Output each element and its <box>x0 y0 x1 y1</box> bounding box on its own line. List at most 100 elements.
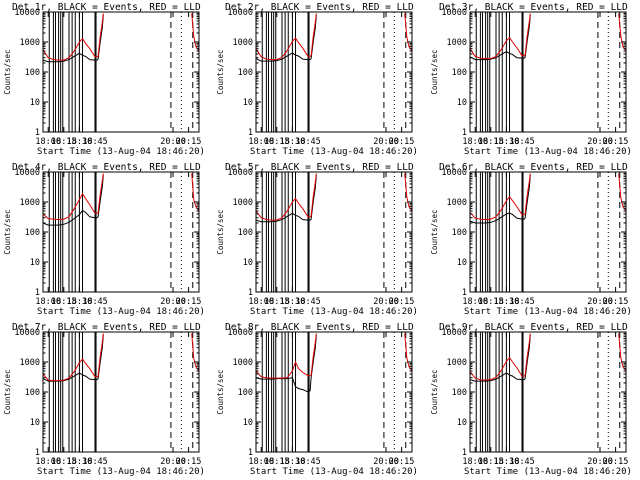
y-tick-label: 10000 <box>441 8 467 18</box>
chart-panel-1: Det 1r, BLACK = Events, RED = LLD 1 10 100 1… <box>3 2 205 157</box>
chart-panel-8: Det 8r, BLACK = Events, RED = LLD 1 10 100 1… <box>216 322 418 477</box>
events-series-line <box>256 174 317 223</box>
x-tick-label: 20:00 <box>587 297 613 307</box>
y-tick-label: 100 <box>238 388 253 398</box>
plot-frame <box>255 331 413 453</box>
x-tick-label: 18:45 <box>295 297 321 307</box>
y-tick-label: 1000 <box>447 358 467 368</box>
y-tick-label: 1 <box>248 448 253 458</box>
y-tick-label: 1 <box>248 128 253 138</box>
y-tick-label: 10 <box>457 258 467 268</box>
x-tick-label: 20:00 <box>160 297 186 307</box>
x-tick-label: 20:15 <box>389 297 415 307</box>
y-tick-label: 10000 <box>441 168 467 178</box>
plot-area <box>470 332 626 452</box>
chart-panel-2: Det 2r, BLACK = Events, RED = LLD 1 10 100 1… <box>216 2 418 157</box>
y-axis-label: Counts/sec <box>3 369 12 414</box>
plot-area <box>470 12 626 132</box>
x-tick-label: 18:30 <box>494 297 520 307</box>
x-axis-label: Start Time (13-Aug-04 18:46:20) <box>464 307 632 317</box>
y-tick-label: 1 <box>35 288 40 298</box>
x-tick-label: 18:15 <box>264 457 290 467</box>
y-tick-label: 1000 <box>233 38 253 48</box>
y-tick-label: 10 <box>30 98 40 108</box>
y-tick-label: 100 <box>238 68 253 78</box>
chart-title: Det 2r, BLACK = Events, RED = LLD <box>225 2 414 13</box>
chart-panel-3: Det 3r, BLACK = Events, RED = LLD 1 10 100 1… <box>430 2 632 157</box>
y-tick-label: 100 <box>452 228 467 238</box>
events-series-line <box>256 334 317 393</box>
chart-title: Det 3r, BLACK = Events, RED = LLD <box>439 2 628 13</box>
x-tick-label: 20:00 <box>373 297 399 307</box>
plot-frame <box>469 11 627 133</box>
lld-series-line <box>43 13 104 61</box>
y-tick-label: 1000 <box>233 358 253 368</box>
events-series-line <box>470 14 531 61</box>
y-tick-label: 100 <box>25 68 40 78</box>
chart-title: Det 5r, BLACK = Events, RED = LLD <box>225 162 414 173</box>
chart-panel-5: Det 5r, BLACK = Events, RED = LLD 1 10 100 1… <box>216 162 418 317</box>
events-series-line <box>43 334 104 382</box>
x-tick-label: 18:00 <box>462 137 488 147</box>
lld-series-line <box>256 13 317 61</box>
x-tick-label: 18:00 <box>35 137 61 147</box>
x-axis-label: Start Time (13-Aug-04 18:46:20) <box>250 467 418 477</box>
x-tick-label: 18:30 <box>67 137 93 147</box>
x-tick-label: 18:45 <box>509 297 535 307</box>
y-tick-label: 1 <box>462 448 467 458</box>
y-tick-label: 10 <box>457 98 467 108</box>
y-axis-label: Counts/sec <box>216 209 225 254</box>
y-axis-label: Counts/sec <box>216 369 225 414</box>
x-tick-label: 20:00 <box>373 457 399 467</box>
x-tick-label: 18:15 <box>51 137 77 147</box>
x-tick-label: 20:15 <box>603 137 629 147</box>
x-tick-label: 18:30 <box>280 137 306 147</box>
y-tick-label: 1000 <box>447 38 467 48</box>
x-tick-label: 18:00 <box>248 137 274 147</box>
x-tick-label: 18:00 <box>462 457 488 467</box>
y-tick-label: 10 <box>30 418 40 428</box>
chart-panel-4: Det 4r, BLACK = Events, RED = LLD 1 10 100 1… <box>3 162 205 317</box>
x-tick-label: 18:45 <box>82 137 108 147</box>
y-axis-label: Counts/sec <box>430 49 439 94</box>
x-tick-label: 18:30 <box>280 297 306 307</box>
x-tick-label: 20:15 <box>176 137 202 147</box>
y-tick-label: 100 <box>25 388 40 398</box>
x-tick-label: 18:30 <box>494 137 520 147</box>
y-tick-label: 10000 <box>14 328 40 338</box>
x-tick-label: 20:15 <box>389 137 415 147</box>
x-axis-label: Start Time (13-Aug-04 18:46:20) <box>37 307 205 317</box>
plot-frame <box>42 331 200 453</box>
x-tick-label: 18:15 <box>478 457 504 467</box>
x-tick-label: 20:00 <box>160 457 186 467</box>
x-tick-label: 18:15 <box>478 297 504 307</box>
plot-area <box>256 172 412 292</box>
chart-title: Det 4r, BLACK = Events, RED = LLD <box>12 162 201 173</box>
chart-panel-7: Det 7r, BLACK = Events, RED = LLD 1 10 100 1… <box>3 322 205 477</box>
x-axis-label: Start Time (13-Aug-04 18:46:20) <box>464 467 632 477</box>
y-tick-label: 100 <box>452 388 467 398</box>
events-series-line <box>43 174 104 226</box>
x-tick-label: 18:30 <box>67 297 93 307</box>
lld-series-line <box>43 333 104 382</box>
x-tick-label: 18:15 <box>51 297 77 307</box>
x-axis-label: Start Time (13-Aug-04 18:46:20) <box>250 307 418 317</box>
y-axis-label: Counts/sec <box>430 209 439 254</box>
plot-frame <box>469 171 627 293</box>
y-tick-label: 1000 <box>233 198 253 208</box>
y-tick-label: 10000 <box>227 168 253 178</box>
y-tick-label: 1 <box>248 288 253 298</box>
x-tick-label: 18:15 <box>264 297 290 307</box>
x-tick-label: 20:15 <box>176 297 202 307</box>
y-axis-label: Counts/sec <box>430 369 439 414</box>
plot-frame <box>42 171 200 293</box>
y-tick-label: 10000 <box>227 328 253 338</box>
lld-series-line <box>256 333 317 379</box>
y-tick-label: 1000 <box>20 198 40 208</box>
events-series-line <box>43 14 104 63</box>
y-tick-label: 10 <box>243 418 253 428</box>
events-series-line <box>256 14 317 62</box>
x-axis-label: Start Time (13-Aug-04 18:46:20) <box>37 467 205 477</box>
x-tick-label: 20:15 <box>176 457 202 467</box>
